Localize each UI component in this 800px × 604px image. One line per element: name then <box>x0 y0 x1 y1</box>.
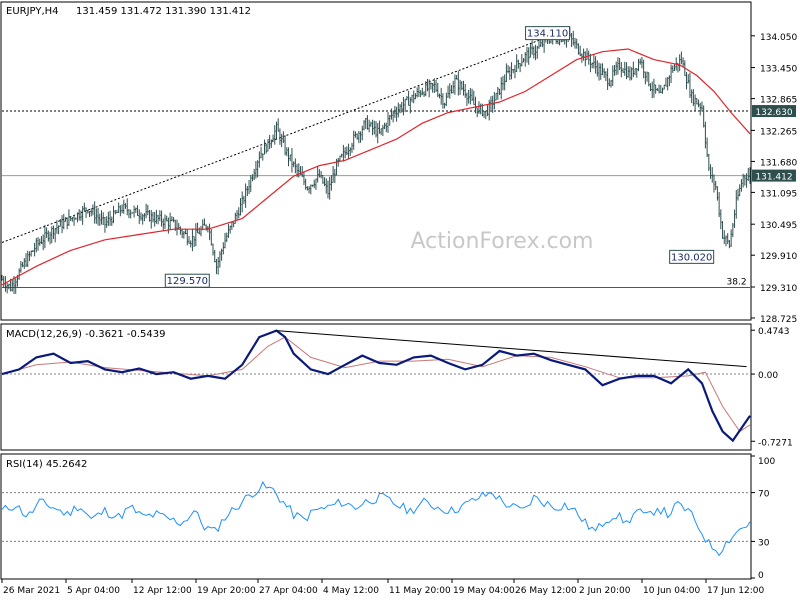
price-axis-label: 134.050 <box>760 33 797 43</box>
rsi-axis-label: 100 <box>758 457 775 467</box>
price-callout: 134.110 <box>527 29 568 40</box>
x-axis-label: 19 May 04:00 <box>453 586 515 596</box>
trend-line <box>1 35 552 243</box>
x-axis-label: 27 Apr 04:00 <box>259 586 318 596</box>
x-axis-label: 26 Mar 2021 <box>3 586 60 596</box>
x-axis-label: 11 May 20:00 <box>389 586 451 596</box>
price-callout: 129.570 <box>167 276 208 287</box>
rsi-axis-label: 70 <box>758 490 770 500</box>
price-callout-box <box>669 249 715 264</box>
price-axis-label: 129.910 <box>760 252 797 262</box>
price-header-symbol: EURJPY,H4 <box>6 6 59 17</box>
macd-axis-label: -0.7271 <box>758 438 793 448</box>
price-axis-label: 132.865 <box>760 96 797 106</box>
fibonacci-38-label: 38.2 <box>727 278 747 288</box>
price-plot: 134.110 129.570 130.020 132.630 131.412 38.2 <box>1 26 796 294</box>
x-axis-label: 12 Apr 12:00 <box>133 586 192 596</box>
rsi-axis-label: 0 <box>758 571 764 581</box>
moving-average-line <box>1 48 751 286</box>
x-axis-label: 17 Jun 12:00 <box>707 586 764 596</box>
macd-trend-line <box>276 330 747 368</box>
macd-line <box>1 329 751 443</box>
price-axis-label-box <box>752 105 796 118</box>
x-axis-label: 4 May 12:00 <box>323 586 379 596</box>
price-axis-label: 131.412 <box>755 173 792 183</box>
x-axis-label: 19 Apr 20:00 <box>197 586 256 596</box>
x-axis-label: 5 Apr 04:00 <box>67 586 120 596</box>
price-axis-label: 133.450 <box>760 65 797 75</box>
price-axis-label: 130.495 <box>760 221 797 231</box>
price-axis-label: 128.725 <box>760 315 797 325</box>
macd-axis-label: 0.4743 <box>758 327 790 337</box>
macd-title: MACD(12,26,9) -0.3621 -0.5439 <box>6 329 166 340</box>
rsi-plot <box>1 480 751 557</box>
macd-axis-label: 0.00 <box>758 371 778 381</box>
macd-plot <box>1 329 751 443</box>
price-axis-label-box <box>752 169 796 182</box>
axes: 134.050 133.450 132.865 132.265 131.680 131.0… <box>1 33 797 596</box>
price-callout-box <box>525 26 571 41</box>
x-axis-label: 2 Jun 20:00 <box>579 586 631 596</box>
price-callout: 130.020 <box>671 252 712 263</box>
rsi-title: RSI(14) 45.2642 <box>6 459 87 470</box>
price-header-ohlc: 131.459 131.472 131.390 131.412 <box>76 6 251 17</box>
price-axis-label: 132.630 <box>755 108 792 118</box>
price-axis-label: 131.095 <box>760 189 797 199</box>
price-axis-label: 132.265 <box>760 127 797 137</box>
price-axis-label: 129.310 <box>760 284 797 294</box>
price-axis-label: 131.680 <box>760 158 797 168</box>
rsi-line <box>1 480 751 557</box>
price-callout-box <box>164 273 210 288</box>
x-axis-label: 10 Jun 04:00 <box>643 586 700 596</box>
rsi-axis-label: 30 <box>758 538 770 548</box>
x-axis-label: 26 May 12:00 <box>515 586 577 596</box>
watermark: ActionForex.com <box>411 229 594 254</box>
